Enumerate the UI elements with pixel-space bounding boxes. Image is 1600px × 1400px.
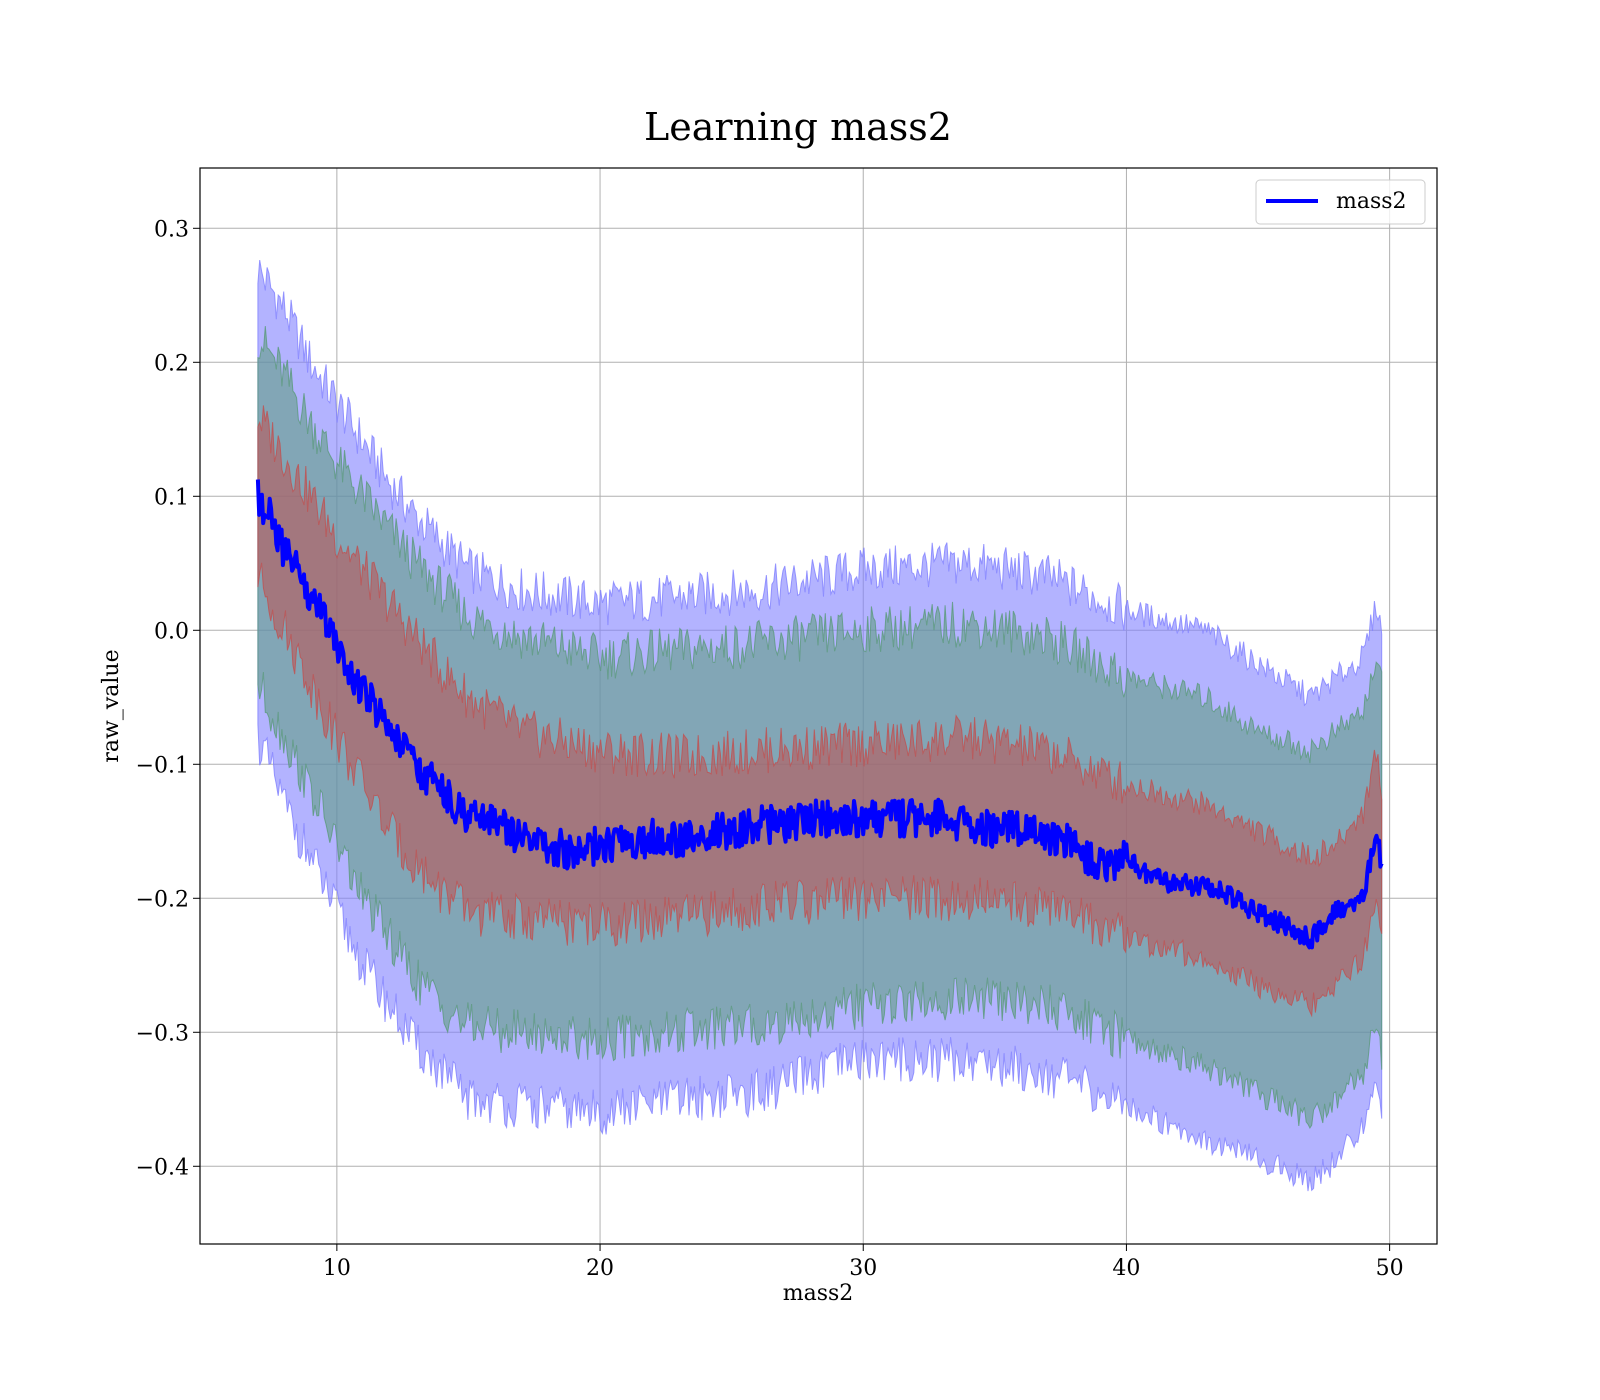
y-tick-label: −0.3 [136, 1021, 189, 1046]
x-tick-label: 50 [1376, 1256, 1404, 1281]
y-tick-label: −0.1 [136, 753, 189, 778]
legend: mass2 [1255, 179, 1426, 225]
series-line-0 [255, 479, 1384, 950]
y-tick-label: 0.2 [154, 351, 189, 376]
y-tick-label: 0.0 [154, 619, 189, 644]
series-lines [255, 479, 1384, 950]
y-tick-label: −0.4 [136, 1155, 189, 1180]
x-tick-label: 20 [586, 1256, 614, 1281]
x-axis-label: mass2 [783, 1281, 854, 1306]
legend-box [1255, 179, 1426, 225]
legend-label: mass2 [1336, 189, 1407, 214]
plot-frame [199, 167, 1438, 1245]
x-ticks: 10 20 30 40 50 [323, 1244, 1404, 1281]
y-ticks: 0.3 0.2 0.1 0.0 −0.1 −0.2 −0.3 −0.4 [136, 217, 200, 1180]
chart-title: Learning mass2 [644, 105, 952, 149]
y-axis-label: raw_value [99, 649, 124, 762]
x-tick-label: 10 [323, 1256, 351, 1281]
x-tick-label: 40 [1112, 1256, 1140, 1281]
bands [257, 260, 1383, 1192]
y-tick-label: −0.2 [136, 887, 189, 912]
x-tick-label: 30 [849, 1256, 877, 1281]
y-tick-label: 0.3 [154, 217, 189, 242]
y-tick-label: 0.1 [154, 485, 189, 510]
